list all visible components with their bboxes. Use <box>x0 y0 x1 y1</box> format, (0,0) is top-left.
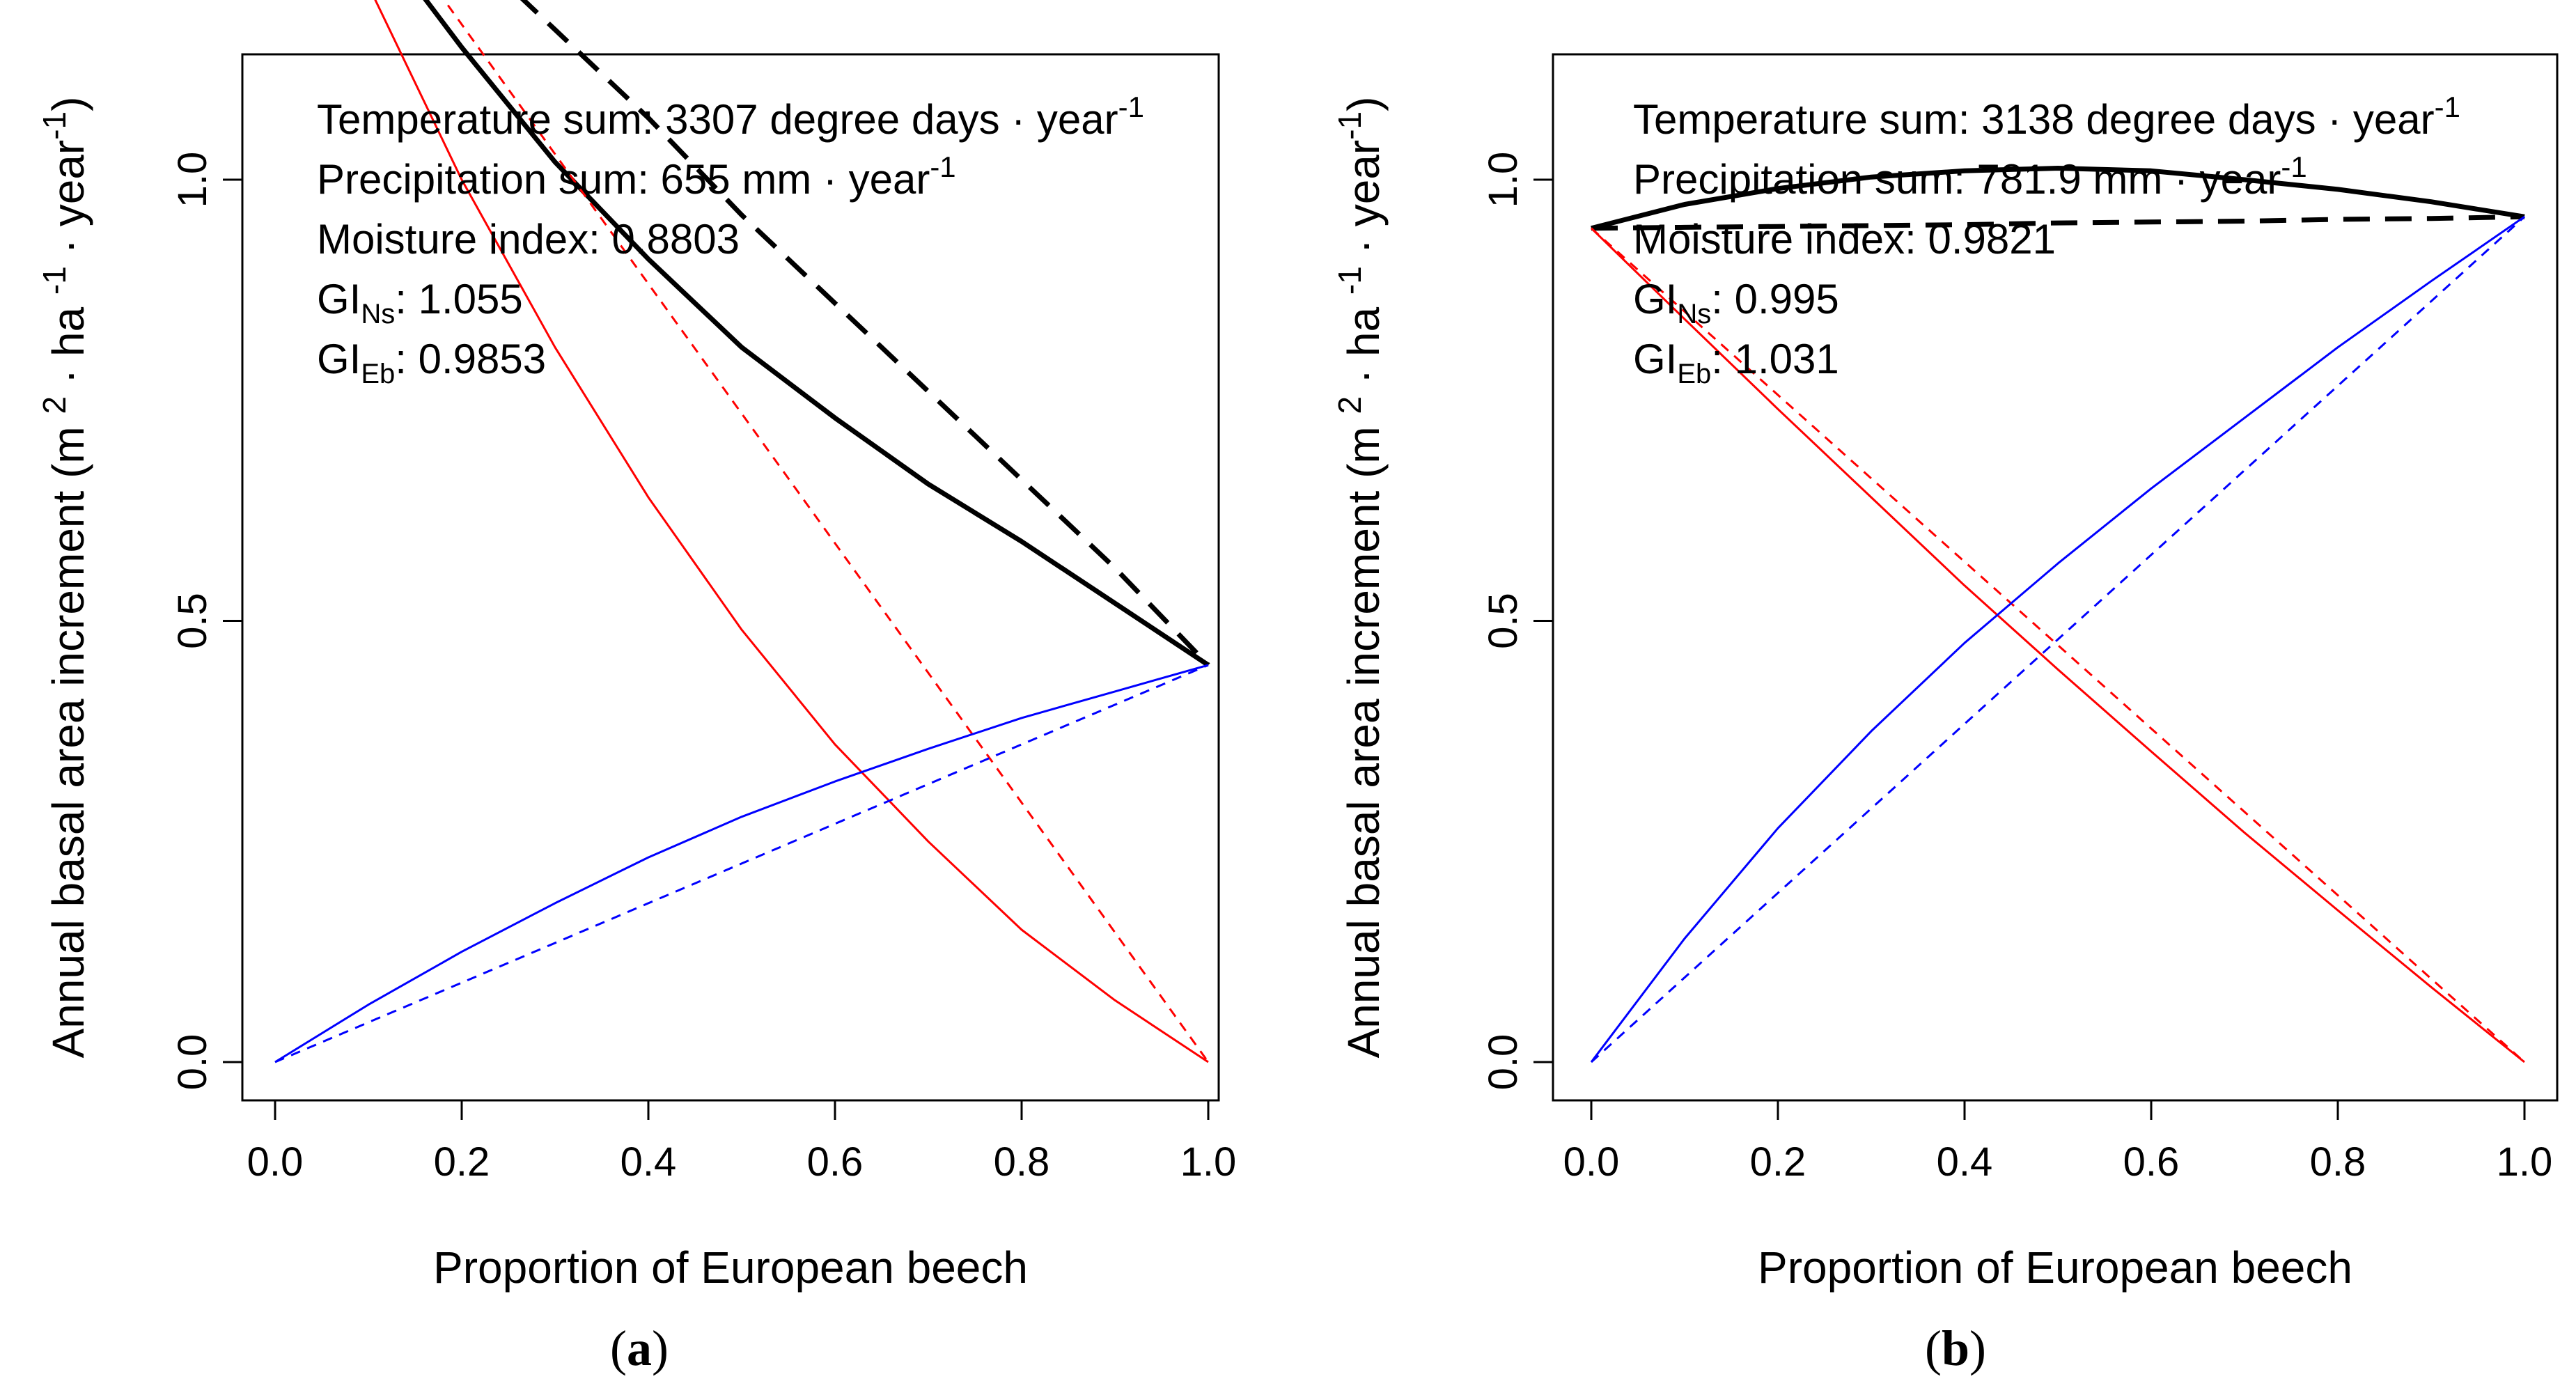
y-tick-label: 0.5 <box>1481 593 1526 649</box>
x-tick-label: 0.0 <box>247 1139 304 1185</box>
panel-label-a: (a) <box>610 1320 669 1376</box>
series-line-mixed-stand-predicted <box>1591 166 2525 231</box>
annotation-block: Temperature sum: 3307 degree days · year… <box>317 91 1144 389</box>
x-tick-label: 0.0 <box>1563 1139 1620 1185</box>
annotation-block: Temperature sum: 3138 degree days · year… <box>1633 91 2460 389</box>
y-tick-label: 0.0 <box>1481 1034 1526 1091</box>
plot-frame <box>241 53 1220 1102</box>
series-line-norway-spruce-predicted <box>374 0 1209 1063</box>
y-axis: 0.00.51.01.52.0 <box>170 152 242 1091</box>
temperature-sum-annotation: Temperature sum: 3138 degree days · year… <box>1633 91 2460 143</box>
gi-eb-annotation: GIEb: 1.031 <box>1633 336 1839 389</box>
temperature-sum-annotation: Temperature sum: 3307 degree days · year… <box>317 91 1144 143</box>
gi-eb-annotation: GIEb: 0.9853 <box>317 336 546 389</box>
y-tick-label: 1.0 <box>170 152 215 208</box>
y-tick-label: 0.0 <box>170 1034 215 1091</box>
x-axis-title: Proportion of European beech <box>1758 1242 2352 1293</box>
panel-label-b: (b) <box>1925 1320 1986 1376</box>
series-line-mixed-stand-expected <box>520 0 1210 667</box>
series-line-mixed-stand-expected <box>1591 214 2525 231</box>
series-line-european-beech-expected <box>274 664 1209 1063</box>
y-axis-title: Annual basal area increment (m 2 · ha -1… <box>1332 97 1389 1059</box>
panel-a: 0.00.51.01.52.0 0.00.20.40.60.81.0 Propo… <box>36 0 1236 1376</box>
x-tick-label: 0.8 <box>2310 1139 2366 1185</box>
moisture-index-annotation: Moisture index: 0.9821 <box>1633 216 2056 263</box>
x-tick-label: 0.6 <box>2123 1139 2180 1185</box>
moisture-index-annotation: Moisture index: 0.8803 <box>317 216 740 263</box>
panel-b: 0.00.51.01.52.0 0.00.20.40.60.81.0 Propo… <box>1332 53 2559 1376</box>
x-tick-label: 0.2 <box>434 1139 490 1185</box>
x-tick-label: 1.0 <box>1180 1139 1237 1185</box>
series-line-european-beech-expected <box>1590 216 2526 1063</box>
plot-frame <box>1552 53 2559 1102</box>
x-tick-label: 0.8 <box>994 1139 1050 1185</box>
series-line-european-beech-predicted <box>274 664 1209 1063</box>
x-axis: 0.0 0.2 0.4 0.6 0.8 1.0 <box>247 1100 1237 1185</box>
x-tick-label: 0.2 <box>1750 1139 1806 1185</box>
x-tick-label: 0.4 <box>1937 1139 1993 1185</box>
y-axis-title: Annual basal area increment (m 2 · ha -1… <box>36 97 93 1059</box>
gi-ns-annotation: GINs: 1.055 <box>317 276 523 329</box>
x-tick-label: 1.0 <box>2497 1139 2553 1185</box>
series-group <box>274 0 1210 1063</box>
series-line-mixed-stand-predicted <box>423 0 1210 667</box>
x-tick-label: 0.4 <box>620 1139 677 1185</box>
precipitation-sum-annotation: Precipitation sum: 781.9 mm · year-1 <box>1633 150 2307 203</box>
series-line-norway-spruce-expected <box>442 0 1210 1063</box>
x-axis-title: Proportion of European beech <box>433 1242 1028 1293</box>
gi-ns-annotation: GINs: 0.995 <box>1633 276 1839 329</box>
y-axis: 0.00.51.01.52.0 <box>1481 152 1553 1091</box>
series-group <box>1590 166 2526 1063</box>
y-tick-label: 1.0 <box>1481 152 1526 208</box>
x-tick-label: 0.6 <box>807 1139 864 1185</box>
series-line-norway-spruce-predicted <box>1590 227 2525 1063</box>
series-line-european-beech-predicted <box>1590 215 2525 1063</box>
y-tick-label: 0.5 <box>170 593 215 649</box>
precipitation-sum-annotation: Precipitation sum: 655 mm · year-1 <box>317 150 956 203</box>
x-axis: 0.0 0.2 0.4 0.6 0.8 1.0 <box>1563 1100 2553 1185</box>
